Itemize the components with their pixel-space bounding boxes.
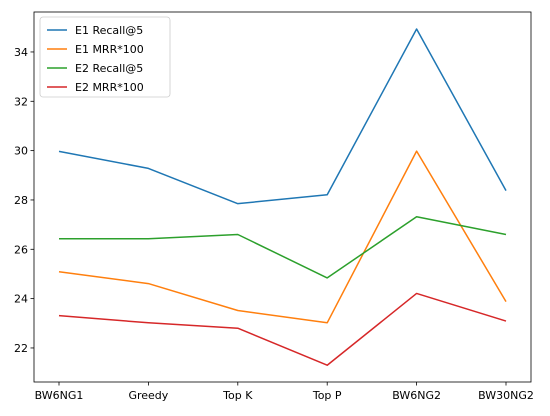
plot-frame: [33, 11, 532, 383]
y-tick-label: 24: [14, 293, 28, 306]
y-tick-label: 26: [14, 243, 28, 256]
series-line-2: [58, 150, 507, 324]
series-line-4: [58, 292, 507, 366]
x-tick-label: BW30NG2: [478, 389, 534, 402]
y-axis: 22 24 26 28 30 32 34: [14, 46, 34, 355]
x-tick-label: Greedy: [128, 389, 168, 402]
x-axis: BW6NG1 Greedy Top K Top P BW6NG2 BW30NG2: [35, 382, 534, 402]
x-tick-label: Top K: [222, 389, 253, 402]
series-line-1: [58, 28, 507, 205]
legend-label: E1 Recall@5: [75, 24, 143, 37]
series-line-3: [59, 215, 507, 279]
y-tick-label: 34: [14, 46, 28, 59]
legend-label: E2 Recall@5: [75, 62, 143, 75]
series-lines: [58, 28, 507, 366]
x-tick-label: BW6NG1: [35, 389, 84, 402]
legend: E1 Recall@5 E1 MRR*100 E2 Recall@5 E2 MRR*1…: [39, 16, 171, 98]
legend-box: [39, 16, 171, 98]
y-tick-label: 30: [14, 145, 28, 158]
legend-label: E1 MRR*100: [75, 43, 144, 56]
y-tick-label: 22: [14, 342, 28, 355]
x-tick-label: Top P: [312, 389, 342, 402]
legend-label: E2 MRR*100: [75, 81, 144, 94]
x-tick-label: BW6NG2: [392, 389, 441, 402]
y-tick-label: 28: [14, 194, 28, 207]
y-tick-label: 32: [14, 95, 28, 108]
